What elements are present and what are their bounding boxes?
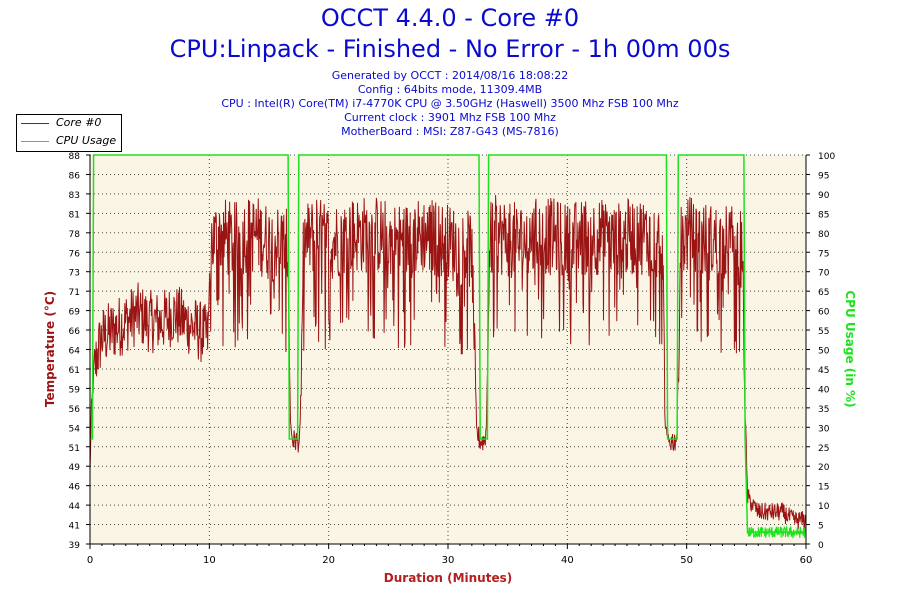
- tick-label-right: 80: [818, 230, 830, 240]
- tick-label-left: 76: [69, 249, 81, 259]
- tick-label-right: 85: [818, 210, 829, 220]
- tick-label-bottom: 40: [561, 555, 574, 566]
- tick-label-bottom: 60: [800, 555, 813, 566]
- tick-label-left: 59: [69, 385, 81, 395]
- tick-label-bottom: 0: [87, 555, 93, 566]
- tick-label-bottom: 50: [680, 555, 693, 566]
- legend-swatch-core: [21, 123, 49, 124]
- tick-label-left: 88: [69, 152, 81, 162]
- tick-label-right: 30: [818, 424, 830, 434]
- tick-label-right: 90: [818, 191, 830, 201]
- tick-label-left: 86: [69, 171, 81, 181]
- info-current-clock: Current clock : 3901 Mhz FSB 100 Mhz: [344, 111, 556, 124]
- series-line-cpu-usage-idle: [747, 525, 807, 539]
- legend-label-core: Core #0: [56, 116, 102, 129]
- tick-label-right: 55: [818, 327, 829, 337]
- tick-label-left: 61: [69, 366, 80, 376]
- tick-label-right: 95: [818, 171, 829, 181]
- y-axis-left-label: Temperature (°C): [43, 291, 57, 407]
- tick-label-right: 15: [818, 483, 829, 493]
- tick-label-left: 66: [69, 327, 81, 337]
- legend-item-cpu-usage: CPU Usage: [17, 133, 121, 149]
- tick-label-bottom: 30: [442, 555, 455, 566]
- tick-label-right: 20: [818, 463, 830, 473]
- series-line-cpu-usage: [90, 154, 806, 534]
- tick-label-left: 69: [69, 308, 81, 318]
- tick-label-right: 25: [818, 444, 829, 454]
- tick-label-right: 70: [818, 269, 830, 279]
- tick-label-left: 56: [69, 405, 81, 415]
- tick-label-right: 45: [818, 366, 829, 376]
- legend-item-core: Core #0: [17, 115, 121, 131]
- y-axis-right-label: CPU Usage (in %): [843, 290, 857, 407]
- tick-label-left: 71: [69, 288, 80, 298]
- info-motherboard: MotherBoard : MSI: Z87-G43 (MS-7816): [341, 125, 559, 138]
- info-cpu: CPU : Intel(R) Core(TM) i7-4770K CPU @ 3…: [221, 97, 679, 110]
- tick-label-right: 10: [818, 502, 830, 512]
- tick-label-bottom: 10: [203, 555, 216, 566]
- info-generated: Generated by OCCT : 2014/08/16 18:08:22: [331, 69, 569, 82]
- tick-label-left: 46: [69, 483, 81, 493]
- tick-label-right: 100: [818, 152, 835, 162]
- x-axis-label: Duration (Minutes): [384, 571, 512, 585]
- tick-label-left: 83: [69, 191, 80, 201]
- tick-label-right: 35: [818, 405, 829, 415]
- tick-label-bottom: 20: [322, 555, 335, 566]
- series-line-core-0: [89, 194, 807, 530]
- tick-label-right: 40: [818, 385, 830, 395]
- tick-label-left: 73: [69, 269, 80, 279]
- tick-label-right: 75: [818, 249, 829, 259]
- tick-label-right: 5: [818, 522, 824, 532]
- tick-label-left: 51: [69, 444, 80, 454]
- chart-title: OCCT 4.4.0 - Core #0: [320, 4, 580, 32]
- legend: Core #0 CPU Usage: [16, 114, 122, 152]
- tick-label-right: 0: [818, 541, 824, 551]
- tick-label-right: 50: [818, 347, 830, 357]
- tick-label-left: 54: [69, 424, 81, 434]
- legend-swatch-cpu-usage: [21, 141, 49, 142]
- tick-label-left: 81: [69, 210, 80, 220]
- tick-label-left: 64: [69, 347, 81, 357]
- tick-label-left: 41: [69, 522, 80, 532]
- tick-label-left: 39: [69, 541, 81, 551]
- chart-subtitle: CPU:Linpack - Finished - No Error - 1h 0…: [169, 35, 731, 63]
- tick-label-left: 78: [69, 230, 81, 240]
- tick-label-right: 65: [818, 288, 829, 298]
- tick-label-left: 49: [69, 463, 81, 473]
- info-config: Config : 64bits mode, 11309.4MB: [357, 83, 543, 96]
- tick-label-right: 60: [818, 308, 830, 318]
- tick-label-left: 44: [69, 502, 81, 512]
- legend-label-cpu-usage: CPU Usage: [56, 134, 117, 147]
